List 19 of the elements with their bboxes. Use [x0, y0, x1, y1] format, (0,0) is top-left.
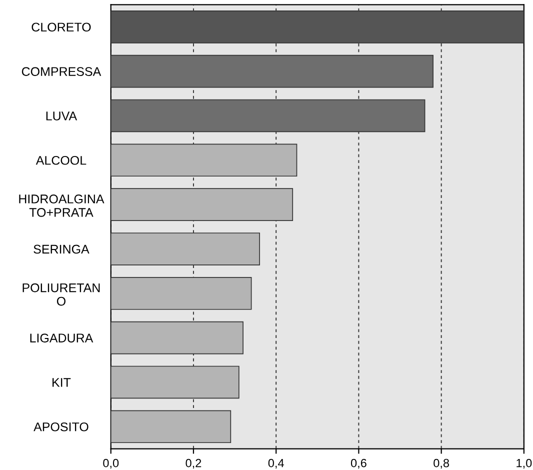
y-tick-label: COMPRESSA — [22, 67, 102, 76]
x-tick-label: 0,2 — [186, 458, 202, 469]
y-tick-label: POLIURETAN O — [22, 283, 100, 306]
x-tick-label: 0,8 — [434, 458, 450, 469]
y-tick-label: LIGADURA — [30, 334, 94, 342]
y-tick-label: ALCOOL — [36, 156, 86, 165]
y-tick-label: KIT — [52, 378, 71, 387]
x-tick-label: 0,0 — [103, 458, 119, 469]
y-tick-label: HIDROALGINA TO+PRATA — [19, 194, 104, 217]
x-tick-label: 1,0 — [516, 458, 532, 469]
x-tick-label: 0,6 — [350, 458, 366, 469]
bar — [110, 276, 252, 310]
x-tick-label: 0,4 — [268, 458, 284, 469]
bar — [110, 54, 434, 88]
y-tick-label: LUVA — [46, 112, 78, 120]
bar — [110, 410, 232, 444]
y-tick-label: SERINGA — [34, 244, 90, 254]
y-tick-label: CLORETO — [32, 22, 91, 32]
y-tick-label: APOSITO — [34, 422, 88, 432]
